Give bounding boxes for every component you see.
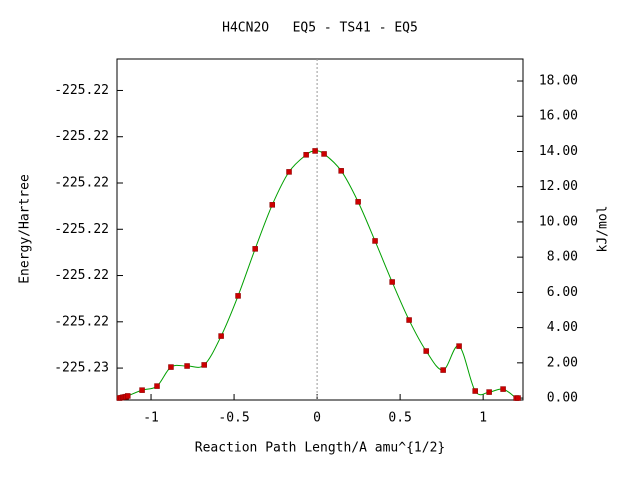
x-tick-label: 0.5 xyxy=(388,411,411,426)
point xyxy=(456,343,462,349)
point xyxy=(472,388,478,394)
y-tick-label: -225.22 xyxy=(54,129,109,144)
y2-tick-label: 0.00 xyxy=(547,391,578,406)
y-tick-label: -225.23 xyxy=(54,361,109,376)
x-tick-label: -1 xyxy=(143,411,159,426)
point xyxy=(154,383,160,389)
y2-tick-label: 14.00 xyxy=(539,144,578,159)
point xyxy=(139,387,145,393)
y-tick-label: -225.22 xyxy=(54,222,109,237)
y-tick-label: -225.22 xyxy=(54,83,109,98)
point xyxy=(252,246,258,252)
y2-axis-label: kJ/mol xyxy=(596,206,611,253)
y2-tick-label: 10.00 xyxy=(539,214,578,229)
y2-tick-label: 18.00 xyxy=(539,74,578,89)
point xyxy=(500,386,506,392)
y-tick-label: -225.22 xyxy=(54,268,109,283)
point xyxy=(321,151,327,157)
x-tick-label: 0 xyxy=(313,411,321,426)
y2-tick-label: 2.00 xyxy=(547,355,578,370)
point xyxy=(303,152,309,158)
point xyxy=(423,348,429,354)
point xyxy=(286,169,292,175)
point xyxy=(515,395,521,401)
x-tick-label: -0.5 xyxy=(218,411,249,426)
point xyxy=(389,279,395,285)
chart-title: H4CN2O EQ5 - TS41 - EQ5 xyxy=(222,21,418,36)
y2-tick-label: 8.00 xyxy=(547,250,578,265)
point xyxy=(355,199,361,205)
y-axis-label: Energy/Hartree xyxy=(18,174,33,284)
point xyxy=(406,317,412,323)
y-tick-label: -225.22 xyxy=(54,314,109,329)
point xyxy=(235,293,241,299)
x-tick-label: 1 xyxy=(479,411,487,426)
y2-tick-label: 16.00 xyxy=(539,109,578,124)
y2-tick-label: 12.00 xyxy=(539,179,578,194)
point xyxy=(201,362,207,368)
point xyxy=(486,389,492,395)
point xyxy=(372,238,378,244)
y2-tick-label: 4.00 xyxy=(547,320,578,335)
y2-tick-label: 6.00 xyxy=(547,285,578,300)
point xyxy=(312,148,318,154)
point xyxy=(338,168,344,174)
y-tick-label: -225.22 xyxy=(54,176,109,191)
point xyxy=(269,202,276,208)
point xyxy=(125,393,131,399)
point xyxy=(168,364,174,370)
point xyxy=(440,367,446,373)
x-axis-label: Reaction Path Length/A amu^{1/2} xyxy=(195,441,445,456)
point xyxy=(184,363,190,369)
point xyxy=(218,333,224,339)
